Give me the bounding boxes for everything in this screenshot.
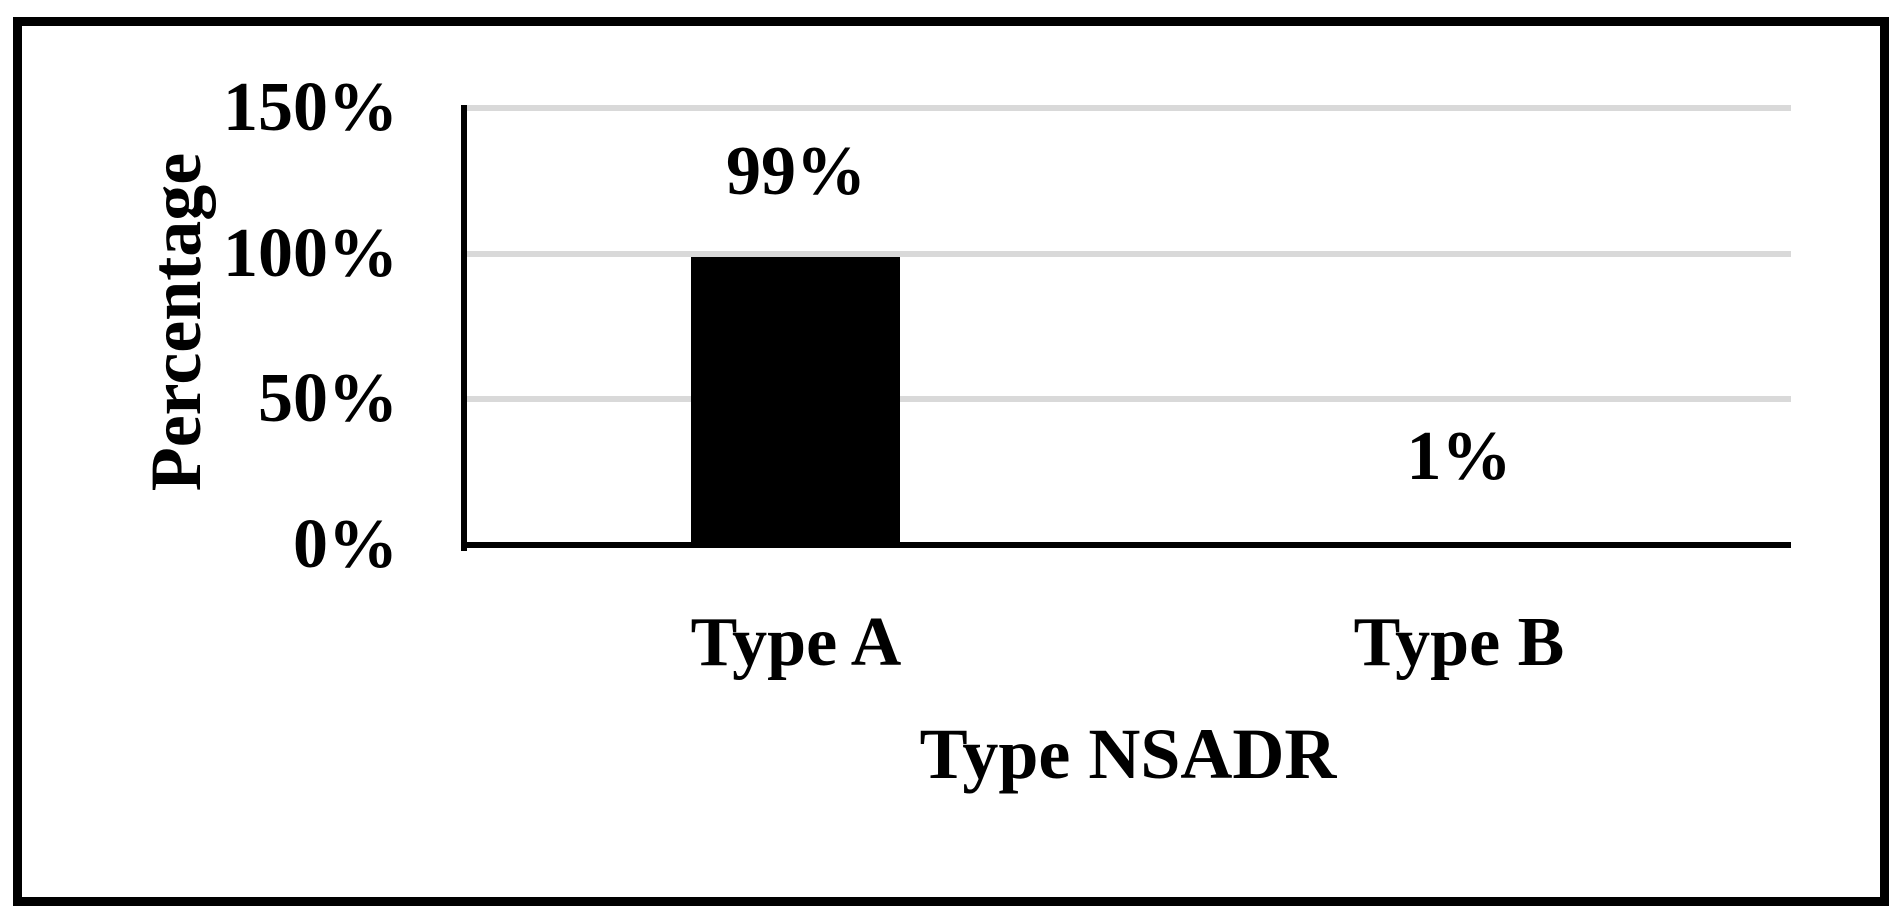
- bar-type-a: [691, 257, 900, 548]
- x-axis-line: [461, 542, 1791, 548]
- y-tick-150%: 150%: [223, 69, 398, 146]
- data-label-type-a: 99%: [726, 133, 866, 210]
- y-tick-0%: 0%: [293, 506, 398, 583]
- category-label-type-b: Type B: [1353, 604, 1565, 681]
- data-label-type-b: 1%: [1406, 418, 1512, 495]
- gridline-100%: [464, 251, 1791, 257]
- category-label-type-a: Type A: [690, 604, 902, 681]
- gridline-50%: [464, 396, 1791, 402]
- x-axis-title: Type NSADR: [919, 714, 1337, 794]
- y-tick-100%: 100%: [223, 215, 398, 292]
- y-axis-line: [461, 105, 467, 551]
- chart-frame-border: [13, 17, 1889, 906]
- bar-type-b: [1355, 542, 1564, 548]
- y-tick-50%: 50%: [258, 360, 398, 437]
- gridline-150%: [464, 105, 1791, 111]
